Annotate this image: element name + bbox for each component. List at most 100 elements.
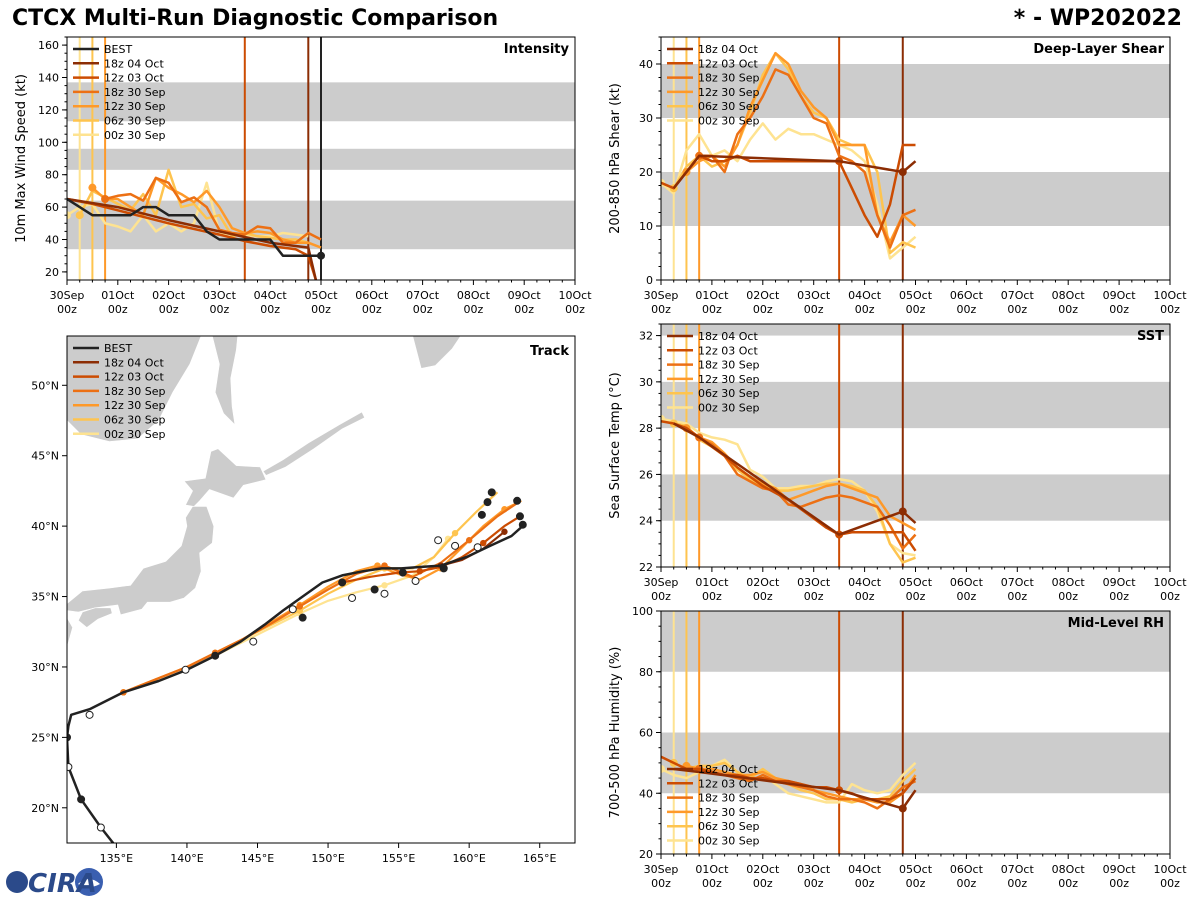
x-tick-label-date: 10Oct bbox=[1153, 863, 1187, 876]
kyushu-island bbox=[67, 617, 73, 648]
storm-id-label: * - WP202022 bbox=[1013, 6, 1182, 31]
panel-sst: 22242628303230Sep00z01Oct00z02Oct00z03Oc… bbox=[608, 323, 1187, 603]
x-tick-label-hour: 00z bbox=[753, 590, 773, 603]
legend-label: 12z 03 Oct bbox=[698, 344, 758, 357]
x-tick-label-hour: 00z bbox=[57, 303, 77, 316]
legend-label: 00z 30 Sep bbox=[104, 428, 166, 441]
panel-title: SST bbox=[1137, 329, 1164, 344]
x-tick-label-hour: 00z bbox=[260, 303, 280, 316]
init-marker bbox=[88, 183, 97, 192]
track-point bbox=[296, 603, 304, 610]
y-tick-label: 35°N bbox=[31, 591, 59, 604]
panel-title: Deep-Layer Shear bbox=[1033, 42, 1164, 57]
y-tick-label: 20 bbox=[639, 166, 653, 179]
best-track-marker bbox=[249, 637, 258, 646]
series-line bbox=[673, 422, 917, 536]
x-tick-label-hour: 00z bbox=[464, 303, 484, 316]
track-line bbox=[122, 501, 520, 694]
legend-label: 12z 30 Sep bbox=[698, 373, 760, 386]
x-tick-label: 140°E bbox=[170, 852, 203, 865]
best-track-marker bbox=[298, 613, 307, 622]
legend-label: 18z 04 Oct bbox=[698, 763, 758, 776]
best-track-marker bbox=[77, 795, 86, 804]
legend-label: 12z 03 Oct bbox=[104, 371, 164, 384]
y-axis-label: 200-850 hPa Shear (kt) bbox=[608, 83, 623, 234]
series-line bbox=[67, 197, 321, 257]
threshold-band bbox=[661, 611, 1170, 672]
x-tick-label-hour: 00z bbox=[651, 590, 671, 603]
series-line bbox=[78, 168, 309, 244]
x-tick-label-hour: 00z bbox=[514, 303, 534, 316]
plot-area bbox=[661, 611, 917, 854]
x-tick-label: 150°E bbox=[311, 852, 344, 865]
x-tick-label-date: 30Sep bbox=[644, 863, 679, 876]
track-point bbox=[381, 582, 388, 589]
legend-label: 12z 30 Sep bbox=[104, 399, 166, 412]
x-tick-label-hour: 00z bbox=[906, 877, 926, 890]
best-track-marker bbox=[515, 512, 524, 521]
x-tick-label-date: 04Oct bbox=[254, 289, 288, 302]
x-tick-label-date: 05Oct bbox=[304, 289, 338, 302]
x-tick-label-hour: 00z bbox=[651, 303, 671, 316]
panel-intensity: 2040608010012014016030Sep00z01Oct00z02Oc… bbox=[14, 36, 592, 316]
series-line bbox=[104, 176, 322, 244]
legend-label: 12z 03 Oct bbox=[698, 777, 758, 790]
asia-coast-landmass bbox=[67, 336, 202, 442]
x-tick-label-date: 02Oct bbox=[746, 289, 780, 302]
y-tick-label: 25°N bbox=[31, 731, 59, 744]
series-line bbox=[91, 176, 322, 249]
track-point bbox=[465, 537, 473, 544]
x-tick-label-date: 30Sep bbox=[644, 289, 679, 302]
x-tick-label-date: 09Oct bbox=[508, 289, 542, 302]
y-tick-label: 40°N bbox=[31, 520, 59, 533]
x-tick-label-date: 03Oct bbox=[797, 289, 831, 302]
x-tick-label-date: 03Oct bbox=[797, 863, 831, 876]
y-tick-label: 32 bbox=[639, 330, 653, 343]
y-tick-label: 100 bbox=[38, 136, 59, 149]
y-tick-label: 30°N bbox=[31, 661, 59, 674]
legend-label: 18z 04 Oct bbox=[698, 330, 758, 343]
y-tick-label: 20 bbox=[45, 266, 59, 279]
x-tick-label-hour: 00z bbox=[1058, 590, 1078, 603]
best-track-marker bbox=[483, 498, 492, 507]
threshold-band bbox=[661, 172, 1170, 226]
series-line bbox=[672, 154, 917, 189]
x-tick-label-date: 06Oct bbox=[950, 289, 984, 302]
x-tick-label-hour: 00z bbox=[957, 590, 977, 603]
x-tick-label-date: 30Sep bbox=[644, 576, 679, 589]
track-point bbox=[480, 539, 487, 547]
x-tick-label-date: 05Oct bbox=[899, 289, 933, 302]
x-tick-label-hour: 00z bbox=[702, 877, 722, 890]
x-tick-label-date: 05Oct bbox=[899, 576, 933, 589]
x-tick-label-hour: 00z bbox=[565, 303, 585, 316]
y-axis-label: Sea Surface Temp (°C) bbox=[608, 372, 623, 519]
x-tick-label-hour: 00z bbox=[1160, 877, 1180, 890]
best-track-marker bbox=[67, 733, 71, 742]
logo-globe-left bbox=[6, 871, 28, 893]
x-tick-label-date: 05Oct bbox=[899, 863, 933, 876]
axes-frame bbox=[66, 335, 576, 844]
series-line bbox=[699, 68, 916, 249]
y-tick-label: 22 bbox=[639, 561, 653, 574]
best-track-marker bbox=[518, 520, 527, 529]
y-tick-label: 80 bbox=[45, 169, 59, 182]
series-line bbox=[698, 436, 917, 550]
legend-label: 12z 03 Oct bbox=[698, 57, 758, 70]
legend-label: 06z 30 Sep bbox=[104, 115, 166, 128]
panel-title: Intensity bbox=[504, 42, 570, 57]
x-tick-label-date: 07Oct bbox=[1001, 289, 1035, 302]
best-track-marker bbox=[451, 541, 460, 550]
x-tick-label-hour: 00z bbox=[1160, 590, 1180, 603]
threshold-band bbox=[661, 381, 1170, 429]
legend-label: 18z 30 Sep bbox=[104, 385, 166, 398]
x-tick-label-hour: 00z bbox=[159, 303, 179, 316]
y-tick-label: 0 bbox=[646, 274, 653, 287]
plot-area bbox=[661, 37, 917, 280]
best-track-marker bbox=[473, 543, 482, 552]
x-tick-label-hour: 00z bbox=[651, 877, 671, 890]
legend-label: 12z 30 Sep bbox=[698, 86, 760, 99]
best-track-marker bbox=[288, 605, 297, 614]
x-tick-label-date: 01Oct bbox=[695, 576, 729, 589]
x-tick-label-date: 01Oct bbox=[101, 289, 135, 302]
